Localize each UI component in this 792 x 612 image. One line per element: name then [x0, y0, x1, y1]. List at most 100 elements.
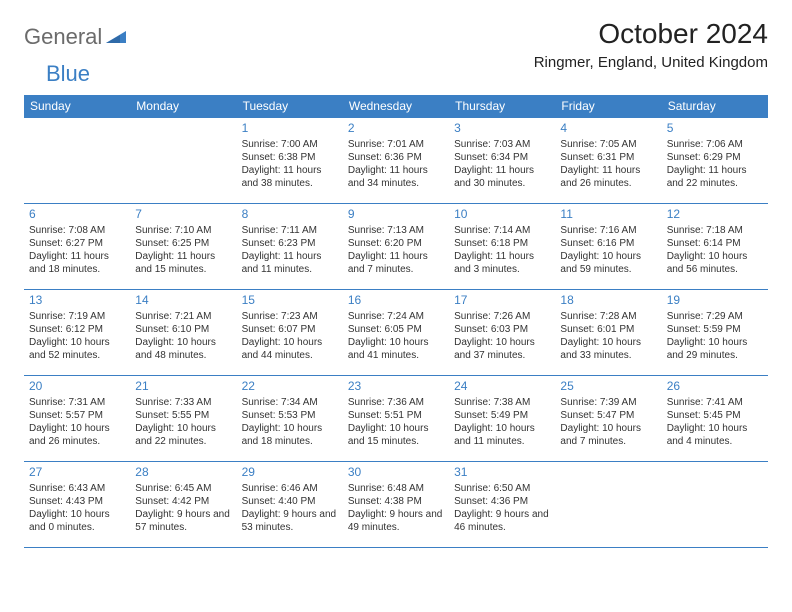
- calendar-day-cell: 24Sunrise: 7:38 AMSunset: 5:49 PMDayligh…: [449, 376, 555, 462]
- sunrise-line: Sunrise: 7:23 AM: [242, 310, 338, 323]
- calendar-empty-cell: [24, 118, 130, 204]
- calendar-day-cell: 6Sunrise: 7:08 AMSunset: 6:27 PMDaylight…: [24, 204, 130, 290]
- sunrise-line: Sunrise: 7:16 AM: [560, 224, 656, 237]
- sunset-line: Sunset: 6:18 PM: [454, 237, 550, 250]
- sunrise-line: Sunrise: 6:46 AM: [242, 482, 338, 495]
- sunrise-line: Sunrise: 7:11 AM: [242, 224, 338, 237]
- day-number: 15: [242, 293, 338, 309]
- calendar-empty-cell: [555, 462, 661, 548]
- day-number: 29: [242, 465, 338, 481]
- sunset-line: Sunset: 5:51 PM: [348, 409, 444, 422]
- sunset-line: Sunset: 6:16 PM: [560, 237, 656, 250]
- sunset-line: Sunset: 4:36 PM: [454, 495, 550, 508]
- calendar-day-cell: 19Sunrise: 7:29 AMSunset: 5:59 PMDayligh…: [662, 290, 768, 376]
- sunset-line: Sunset: 6:07 PM: [242, 323, 338, 336]
- sunset-line: Sunset: 5:53 PM: [242, 409, 338, 422]
- daylight-line: Daylight: 10 hours and 48 minutes.: [135, 336, 231, 362]
- daylight-line: Daylight: 11 hours and 11 minutes.: [242, 250, 338, 276]
- day-header: Thursday: [449, 95, 555, 118]
- daylight-line: Daylight: 11 hours and 7 minutes.: [348, 250, 444, 276]
- daylight-line: Daylight: 10 hours and 37 minutes.: [454, 336, 550, 362]
- sunset-line: Sunset: 6:34 PM: [454, 151, 550, 164]
- sunset-line: Sunset: 5:49 PM: [454, 409, 550, 422]
- sunrise-line: Sunrise: 7:21 AM: [135, 310, 231, 323]
- day-number: 4: [560, 121, 656, 137]
- sunrise-line: Sunrise: 7:19 AM: [29, 310, 125, 323]
- daylight-line: Daylight: 11 hours and 30 minutes.: [454, 164, 550, 190]
- calendar-day-cell: 20Sunrise: 7:31 AMSunset: 5:57 PMDayligh…: [24, 376, 130, 462]
- daylight-line: Daylight: 9 hours and 53 minutes.: [242, 508, 338, 534]
- calendar-day-cell: 10Sunrise: 7:14 AMSunset: 6:18 PMDayligh…: [449, 204, 555, 290]
- day-number: 22: [242, 379, 338, 395]
- calendar-day-cell: 26Sunrise: 7:41 AMSunset: 5:45 PMDayligh…: [662, 376, 768, 462]
- sunrise-line: Sunrise: 7:24 AM: [348, 310, 444, 323]
- calendar-day-cell: 29Sunrise: 6:46 AMSunset: 4:40 PMDayligh…: [237, 462, 343, 548]
- sunset-line: Sunset: 4:40 PM: [242, 495, 338, 508]
- day-number: 14: [135, 293, 231, 309]
- location: Ringmer, England, United Kingdom: [534, 54, 768, 71]
- daylight-line: Daylight: 10 hours and 44 minutes.: [242, 336, 338, 362]
- day-number: 3: [454, 121, 550, 137]
- day-number: 25: [560, 379, 656, 395]
- logo: General: [24, 18, 128, 50]
- calendar-table: SundayMondayTuesdayWednesdayThursdayFrid…: [24, 95, 768, 548]
- day-number: 7: [135, 207, 231, 223]
- daylight-line: Daylight: 10 hours and 26 minutes.: [29, 422, 125, 448]
- daylight-line: Daylight: 11 hours and 34 minutes.: [348, 164, 444, 190]
- sunrise-line: Sunrise: 7:38 AM: [454, 396, 550, 409]
- day-number: 19: [667, 293, 763, 309]
- day-header: Monday: [130, 95, 236, 118]
- calendar-day-cell: 14Sunrise: 7:21 AMSunset: 6:10 PMDayligh…: [130, 290, 236, 376]
- sunset-line: Sunset: 5:59 PM: [667, 323, 763, 336]
- sunset-line: Sunset: 6:14 PM: [667, 237, 763, 250]
- calendar-day-cell: 7Sunrise: 7:10 AMSunset: 6:25 PMDaylight…: [130, 204, 236, 290]
- calendar-day-cell: 23Sunrise: 7:36 AMSunset: 5:51 PMDayligh…: [343, 376, 449, 462]
- calendar-day-cell: 9Sunrise: 7:13 AMSunset: 6:20 PMDaylight…: [343, 204, 449, 290]
- sunrise-line: Sunrise: 7:33 AM: [135, 396, 231, 409]
- day-number: 31: [454, 465, 550, 481]
- day-number: 5: [667, 121, 763, 137]
- sunrise-line: Sunrise: 7:18 AM: [667, 224, 763, 237]
- calendar-day-cell: 22Sunrise: 7:34 AMSunset: 5:53 PMDayligh…: [237, 376, 343, 462]
- daylight-line: Daylight: 11 hours and 38 minutes.: [242, 164, 338, 190]
- calendar-week-row: 27Sunrise: 6:43 AMSunset: 4:43 PMDayligh…: [24, 462, 768, 548]
- sunrise-line: Sunrise: 7:00 AM: [242, 138, 338, 151]
- daylight-line: Daylight: 10 hours and 11 minutes.: [454, 422, 550, 448]
- day-number: 28: [135, 465, 231, 481]
- day-number: 6: [29, 207, 125, 223]
- day-number: 20: [29, 379, 125, 395]
- daylight-line: Daylight: 11 hours and 3 minutes.: [454, 250, 550, 276]
- daylight-line: Daylight: 10 hours and 0 minutes.: [29, 508, 125, 534]
- daylight-line: Daylight: 10 hours and 33 minutes.: [560, 336, 656, 362]
- calendar-week-row: 6Sunrise: 7:08 AMSunset: 6:27 PMDaylight…: [24, 204, 768, 290]
- daylight-line: Daylight: 9 hours and 49 minutes.: [348, 508, 444, 534]
- daylight-line: Daylight: 11 hours and 22 minutes.: [667, 164, 763, 190]
- daylight-line: Daylight: 10 hours and 52 minutes.: [29, 336, 125, 362]
- day-header: Wednesday: [343, 95, 449, 118]
- logo-text-blue: Blue: [46, 61, 90, 87]
- sunset-line: Sunset: 6:01 PM: [560, 323, 656, 336]
- sunset-line: Sunset: 4:43 PM: [29, 495, 125, 508]
- calendar-day-cell: 12Sunrise: 7:18 AMSunset: 6:14 PMDayligh…: [662, 204, 768, 290]
- sunrise-line: Sunrise: 7:29 AM: [667, 310, 763, 323]
- day-number: 1: [242, 121, 338, 137]
- calendar-day-cell: 18Sunrise: 7:28 AMSunset: 6:01 PMDayligh…: [555, 290, 661, 376]
- calendar-day-cell: 17Sunrise: 7:26 AMSunset: 6:03 PMDayligh…: [449, 290, 555, 376]
- sunset-line: Sunset: 6:27 PM: [29, 237, 125, 250]
- calendar-day-cell: 31Sunrise: 6:50 AMSunset: 4:36 PMDayligh…: [449, 462, 555, 548]
- sunset-line: Sunset: 5:47 PM: [560, 409, 656, 422]
- sunrise-line: Sunrise: 7:14 AM: [454, 224, 550, 237]
- sunrise-line: Sunrise: 6:50 AM: [454, 482, 550, 495]
- sunset-line: Sunset: 6:23 PM: [242, 237, 338, 250]
- daylight-line: Daylight: 10 hours and 59 minutes.: [560, 250, 656, 276]
- daylight-line: Daylight: 10 hours and 18 minutes.: [242, 422, 338, 448]
- day-number: 11: [560, 207, 656, 223]
- sunrise-line: Sunrise: 7:03 AM: [454, 138, 550, 151]
- logo-text-general: General: [24, 24, 102, 50]
- daylight-line: Daylight: 10 hours and 56 minutes.: [667, 250, 763, 276]
- day-number: 9: [348, 207, 444, 223]
- day-header-row: SundayMondayTuesdayWednesdayThursdayFrid…: [24, 95, 768, 118]
- sunset-line: Sunset: 6:12 PM: [29, 323, 125, 336]
- calendar-day-cell: 3Sunrise: 7:03 AMSunset: 6:34 PMDaylight…: [449, 118, 555, 204]
- day-number: 23: [348, 379, 444, 395]
